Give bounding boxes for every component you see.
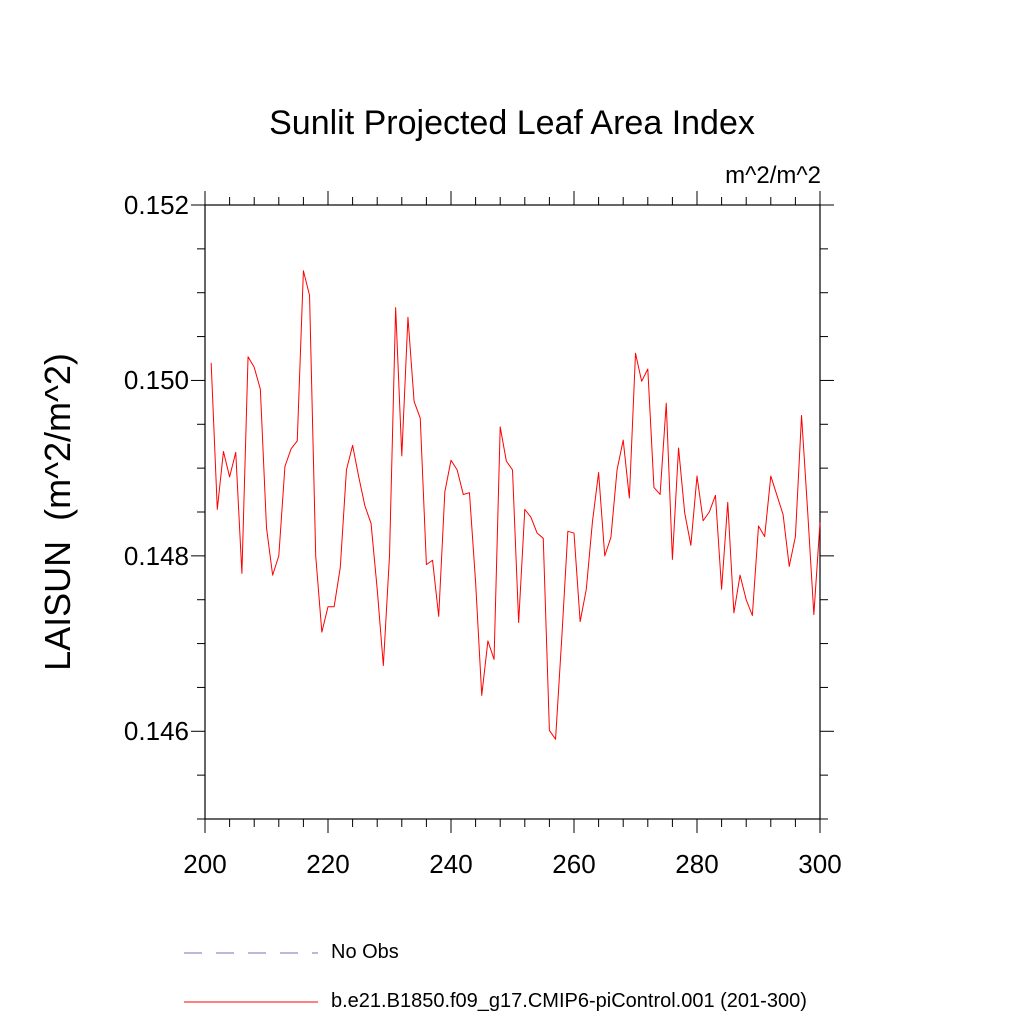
legend-label-no-obs: No Obs: [331, 941, 399, 963]
x-tick-label: 200: [183, 849, 227, 879]
y-tick-label: 0.146: [123, 716, 189, 747]
series-lines: [210, 270, 821, 740]
x-tick-label: 220: [306, 849, 350, 879]
x-tick-label: 280: [675, 849, 719, 879]
series-line-1: [210, 270, 821, 740]
chart-title: Sunlit Projected Leaf Area Index: [269, 104, 755, 142]
x-tick-label: 240: [429, 849, 473, 879]
y-axis-label: LAISUN (m^2/m^2): [37, 353, 78, 671]
x-tick-label: 260: [552, 849, 596, 879]
units-label: m^2/m^2: [725, 162, 821, 189]
y-tick-label: 0.152: [123, 190, 189, 220]
legend-swatches: [184, 952, 318, 1003]
legend-label-model-run: b.e21.B1850.f09_g17.CMIP6-piControl.001 …: [331, 990, 807, 1012]
plot-frame: [204, 204, 821, 820]
axis-ticks: [191, 191, 834, 833]
y-tick-label: 0.150: [123, 365, 189, 396]
y-tick-label: 0.148: [123, 540, 189, 571]
x-tick-label: 300: [798, 849, 842, 879]
